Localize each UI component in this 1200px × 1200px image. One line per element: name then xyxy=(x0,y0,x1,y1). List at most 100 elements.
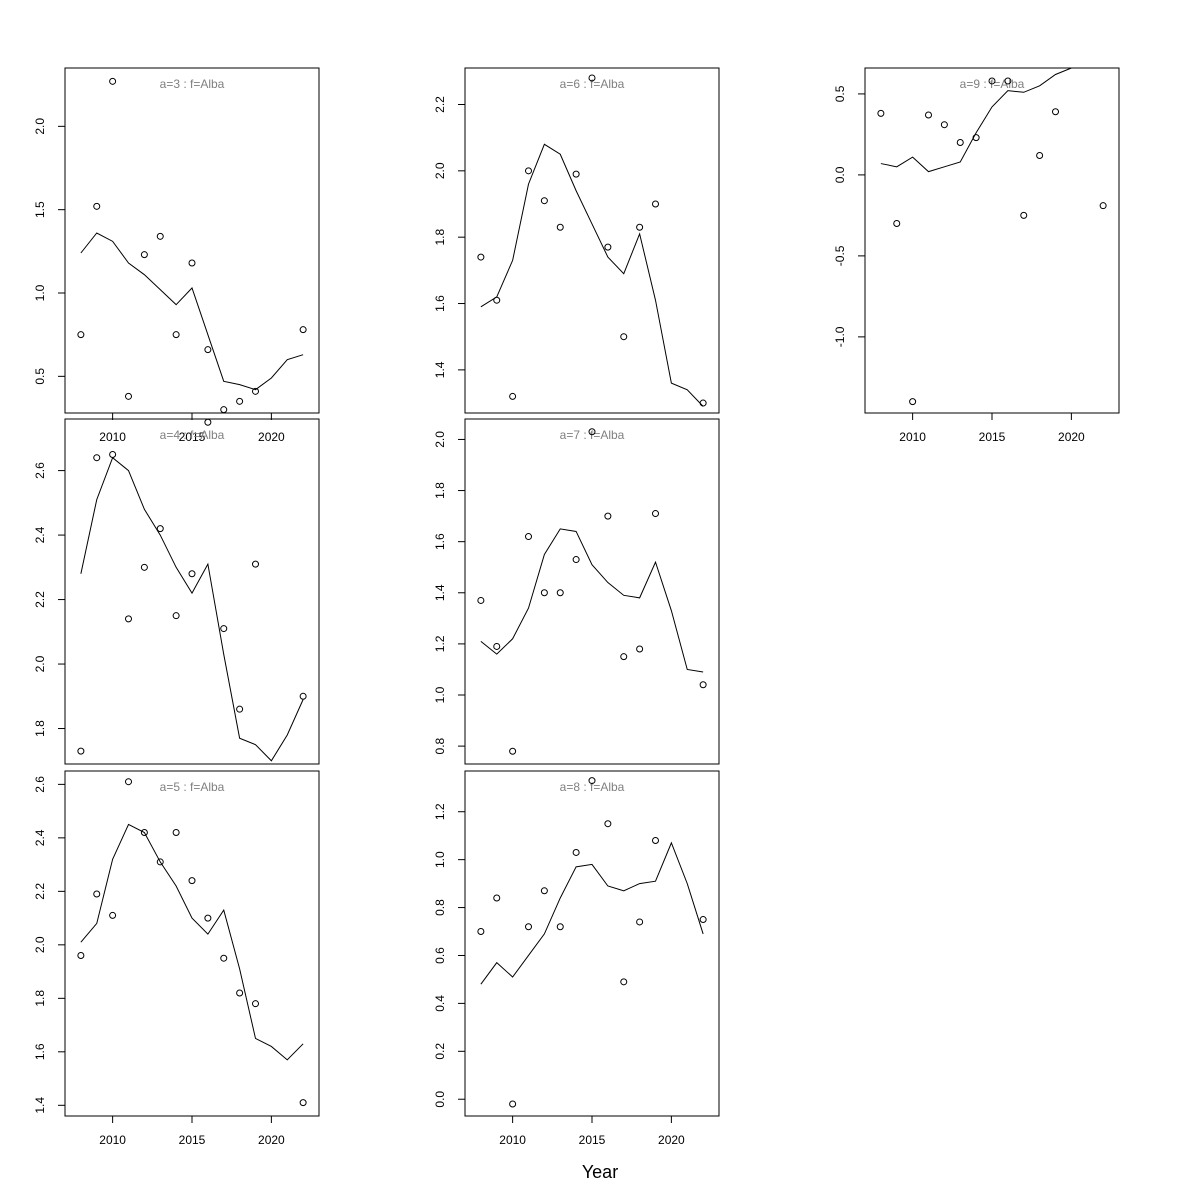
x-tick-label: 2015 xyxy=(579,1133,606,1147)
y-tick-label: 1.6 xyxy=(433,533,447,550)
observed-point xyxy=(204,914,212,922)
observed-point xyxy=(652,200,659,208)
y-tick-label: -0.5 xyxy=(833,245,847,266)
x-tick-label: 2010 xyxy=(899,430,926,444)
observed-point xyxy=(493,296,501,304)
observed-point xyxy=(1020,211,1028,219)
observed-point xyxy=(299,692,307,700)
observed-point xyxy=(220,625,228,633)
observed-point xyxy=(636,918,644,926)
observed-point xyxy=(252,560,259,568)
observed-point xyxy=(220,954,228,962)
fitted-line xyxy=(880,68,1073,173)
y-tick-label: 2.0 xyxy=(33,118,47,135)
panel-title: a=3 : f=Alba xyxy=(160,77,225,91)
observed-point xyxy=(588,428,596,436)
x-tick-label: 2020 xyxy=(258,430,285,444)
observed-point xyxy=(299,326,307,334)
observed-point xyxy=(1004,77,1012,85)
observed-point xyxy=(172,331,180,339)
y-tick-label: 0.4 xyxy=(433,995,447,1012)
fitted-line xyxy=(480,528,704,673)
observed-point xyxy=(220,406,228,414)
y-tick-label: 2.2 xyxy=(433,96,447,113)
observed-point xyxy=(172,612,180,620)
observed-point xyxy=(77,331,85,339)
x-tick-label: 2010 xyxy=(99,1133,126,1147)
observed-point xyxy=(956,139,964,147)
fitted-line xyxy=(80,823,304,1061)
observed-point xyxy=(1036,151,1044,159)
y-tick-label: 1.8 xyxy=(433,482,447,499)
panel-box xyxy=(464,67,720,414)
observed-point xyxy=(556,589,564,597)
observed-point xyxy=(188,877,196,885)
observed-point xyxy=(509,747,517,755)
observed-point xyxy=(156,858,164,866)
observed-point xyxy=(156,525,164,533)
observed-point xyxy=(877,109,885,117)
observed-point xyxy=(172,829,180,837)
observed-point xyxy=(972,134,980,142)
y-tick-label: 1.6 xyxy=(33,1043,47,1060)
observed-point xyxy=(493,894,501,902)
observed-point xyxy=(909,398,917,406)
observed-point xyxy=(572,848,580,856)
observed-point xyxy=(236,989,244,997)
observed-point xyxy=(620,333,628,341)
y-tick-label: 1.5 xyxy=(33,201,47,218)
panel-title: a=8 : f=Alba xyxy=(560,780,625,794)
observed-point xyxy=(940,121,948,129)
observed-point xyxy=(636,645,644,653)
observed-point xyxy=(140,829,148,837)
y-tick-label: 1.8 xyxy=(33,990,47,1007)
observed-point xyxy=(188,570,196,578)
observed-point xyxy=(893,219,901,227)
panel-2: a=4 : f=Alba 1.8 2.0 2.2 2.4 2.6 xyxy=(33,418,320,765)
observed-point xyxy=(109,77,117,85)
panel-6: a=8 : f=Alba 0.0 0.2 0.4 0.6 0.8 1.0 1.2 2010 201… xyxy=(433,770,720,1147)
x-tick-label: 2010 xyxy=(499,1133,526,1147)
observed-point xyxy=(477,253,485,261)
y-tick-label: 2.4 xyxy=(33,829,47,846)
observed-point xyxy=(477,596,485,604)
observed-point xyxy=(493,642,501,650)
observed-point xyxy=(988,77,996,85)
observed-point xyxy=(140,251,148,259)
x-tick-label: 2010 xyxy=(99,430,126,444)
y-tick-label: 2.0 xyxy=(433,431,447,448)
y-tick-label: 1.2 xyxy=(433,635,447,652)
panel-title: a=5 : f=Alba xyxy=(160,780,225,794)
y-tick-label: 0.8 xyxy=(433,737,447,754)
observed-point xyxy=(236,705,244,713)
observed-point xyxy=(109,911,117,919)
observed-point xyxy=(699,399,707,407)
y-tick-label: 1.4 xyxy=(433,584,447,601)
observed-point xyxy=(140,563,148,571)
panel-box xyxy=(64,67,320,414)
observed-point xyxy=(252,387,259,395)
fitted-line xyxy=(80,232,304,391)
y-tick-label: 1.8 xyxy=(33,720,47,737)
panel-1: a=3 : f=Alba 0.5 1.0 1.5 2.0 2010 2015 2020 xyxy=(33,67,320,444)
panel-box xyxy=(464,418,720,765)
observed-point xyxy=(556,223,564,231)
y-tick-label: 1.0 xyxy=(433,686,447,703)
observed-point xyxy=(588,777,596,785)
observed-point xyxy=(204,346,212,354)
y-tick-label: 2.6 xyxy=(33,776,47,793)
panel-3: a=5 : f=Alba 1.4 1.6 1.8 2.0 2.2 2.4 2.6 2010 201… xyxy=(33,770,320,1147)
observed-point xyxy=(525,533,532,541)
observed-point xyxy=(188,259,196,267)
observed-point xyxy=(77,747,85,755)
panel-box xyxy=(864,67,1120,414)
observed-point xyxy=(509,392,517,400)
y-tick-label: 2.0 xyxy=(33,655,47,672)
y-tick-label: 0.0 xyxy=(433,1091,447,1108)
observed-point xyxy=(652,836,659,844)
observed-point xyxy=(77,952,85,960)
panel-box xyxy=(64,418,320,765)
y-tick-label: 2.6 xyxy=(33,462,47,479)
